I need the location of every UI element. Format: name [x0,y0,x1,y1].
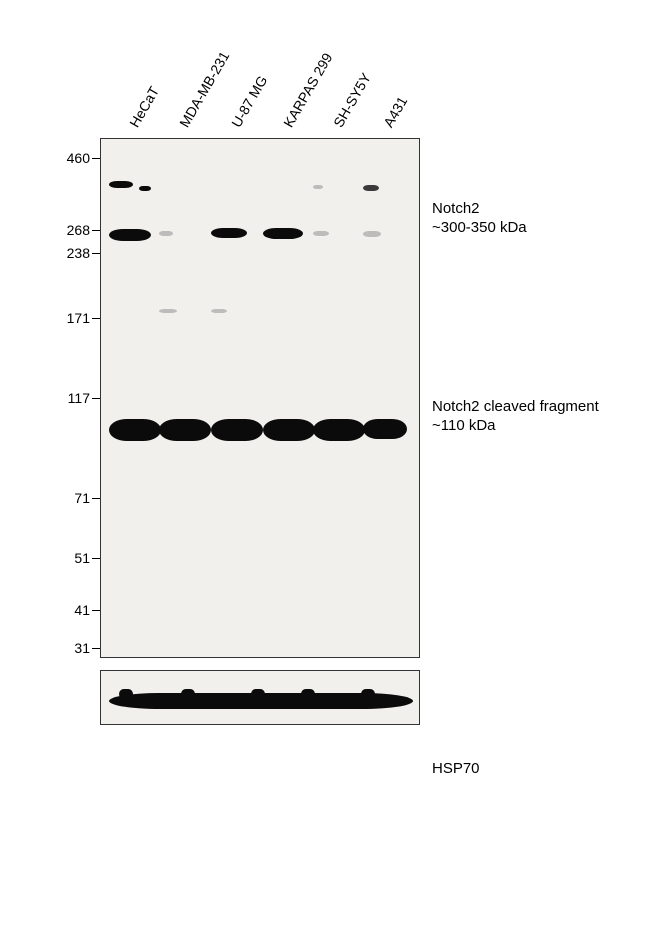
band-annotation-notch2-cleaved: Notch2 cleaved fragment ~110 kDa [432,398,599,436]
blot-band [139,186,151,191]
mw-label: 238 [67,245,90,261]
blot-band [211,419,263,441]
mw-label: 171 [67,310,90,326]
blot-band [313,419,365,441]
blot-band-hsp70 [181,689,195,699]
blot-band [109,181,133,188]
band-annotation-hsp70: HSP70 [432,760,480,779]
blot-band [363,419,407,439]
band-annotation-notch2: Notch2 ~300-350 kDa [432,200,527,238]
blot-band-hsp70 [119,689,133,699]
blot-band [313,231,329,236]
mw-label: 41 [74,602,90,618]
lane-label: U-87 MG [228,73,270,130]
blot-band-hsp70 [301,689,315,699]
lane-label: HeCaT [126,84,162,130]
blot-band-hsp70 [251,689,265,699]
mw-label: 31 [74,640,90,656]
blot-band [313,185,323,189]
mw-label: 117 [68,390,90,406]
lane-label: A431 [380,94,410,130]
blot-band [159,231,173,236]
loading-control-panel [100,670,420,725]
blot-band [263,228,303,239]
blot-band [109,419,161,441]
blot-band [109,229,151,241]
lane-label: KARPAS 299 [280,50,335,130]
blot-band [211,309,227,313]
mw-label: 71 [74,490,90,506]
blot-band-hsp70 [361,689,375,699]
mw-label: 51 [74,550,90,566]
blot-band [159,419,211,441]
blot-band [211,228,247,238]
blot-band [263,419,315,441]
mw-label: 460 [67,150,90,166]
blot-band [363,231,381,237]
blot-band [159,309,177,313]
main-blot-panel [100,138,420,658]
lane-label: SH-SY5Y [330,70,374,130]
lane-label: MDA-MB-231 [176,49,232,130]
blot-band [363,185,379,191]
mw-label: 268 [67,222,90,238]
lane-labels-row: HeCaT MDA-MB-231 U-87 MG KARPAS 299 SH-S… [110,40,420,130]
